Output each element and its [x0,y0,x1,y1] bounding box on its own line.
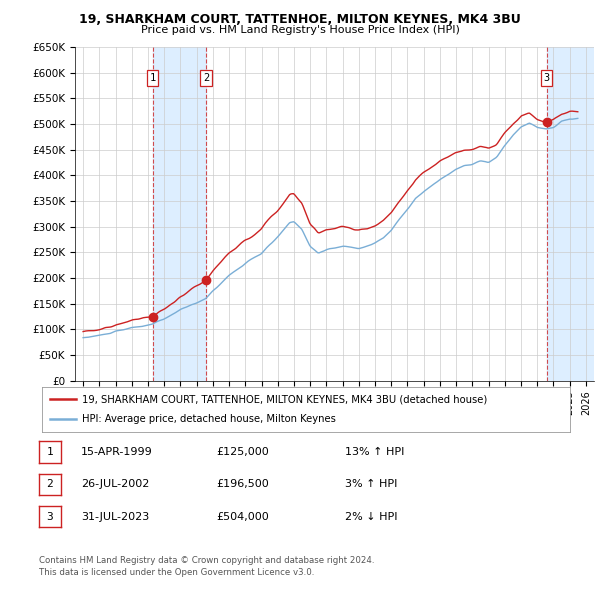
Text: 13% ↑ HPI: 13% ↑ HPI [345,447,404,457]
Text: 15-APR-1999: 15-APR-1999 [81,447,153,457]
Text: This data is licensed under the Open Government Licence v3.0.: This data is licensed under the Open Gov… [39,568,314,577]
Text: £196,500: £196,500 [216,480,269,489]
Text: Price paid vs. HM Land Registry's House Price Index (HPI): Price paid vs. HM Land Registry's House … [140,25,460,35]
Text: 3% ↑ HPI: 3% ↑ HPI [345,480,397,489]
Text: 19, SHARKHAM COURT, TATTENHOE, MILTON KEYNES, MK4 3BU (detached house): 19, SHARKHAM COURT, TATTENHOE, MILTON KE… [82,394,487,404]
Text: HPI: Average price, detached house, Milton Keynes: HPI: Average price, detached house, Milt… [82,414,335,424]
Text: 2: 2 [203,73,209,83]
Text: 2% ↓ HPI: 2% ↓ HPI [345,512,398,522]
Text: 26-JUL-2002: 26-JUL-2002 [81,480,149,489]
Text: 1: 1 [46,447,53,457]
Text: £125,000: £125,000 [216,447,269,457]
Text: 3: 3 [544,73,550,83]
Text: 3: 3 [46,512,53,522]
Text: 2: 2 [46,480,53,489]
Text: £504,000: £504,000 [216,512,269,522]
Bar [547,47,594,381]
Text: Contains HM Land Registry data © Crown copyright and database right 2024.: Contains HM Land Registry data © Crown c… [39,556,374,565]
Text: 1: 1 [149,73,156,83]
Bar [152,47,206,381]
Text: 19, SHARKHAM COURT, TATTENHOE, MILTON KEYNES, MK4 3BU: 19, SHARKHAM COURT, TATTENHOE, MILTON KE… [79,13,521,26]
Text: 31-JUL-2023: 31-JUL-2023 [81,512,149,522]
